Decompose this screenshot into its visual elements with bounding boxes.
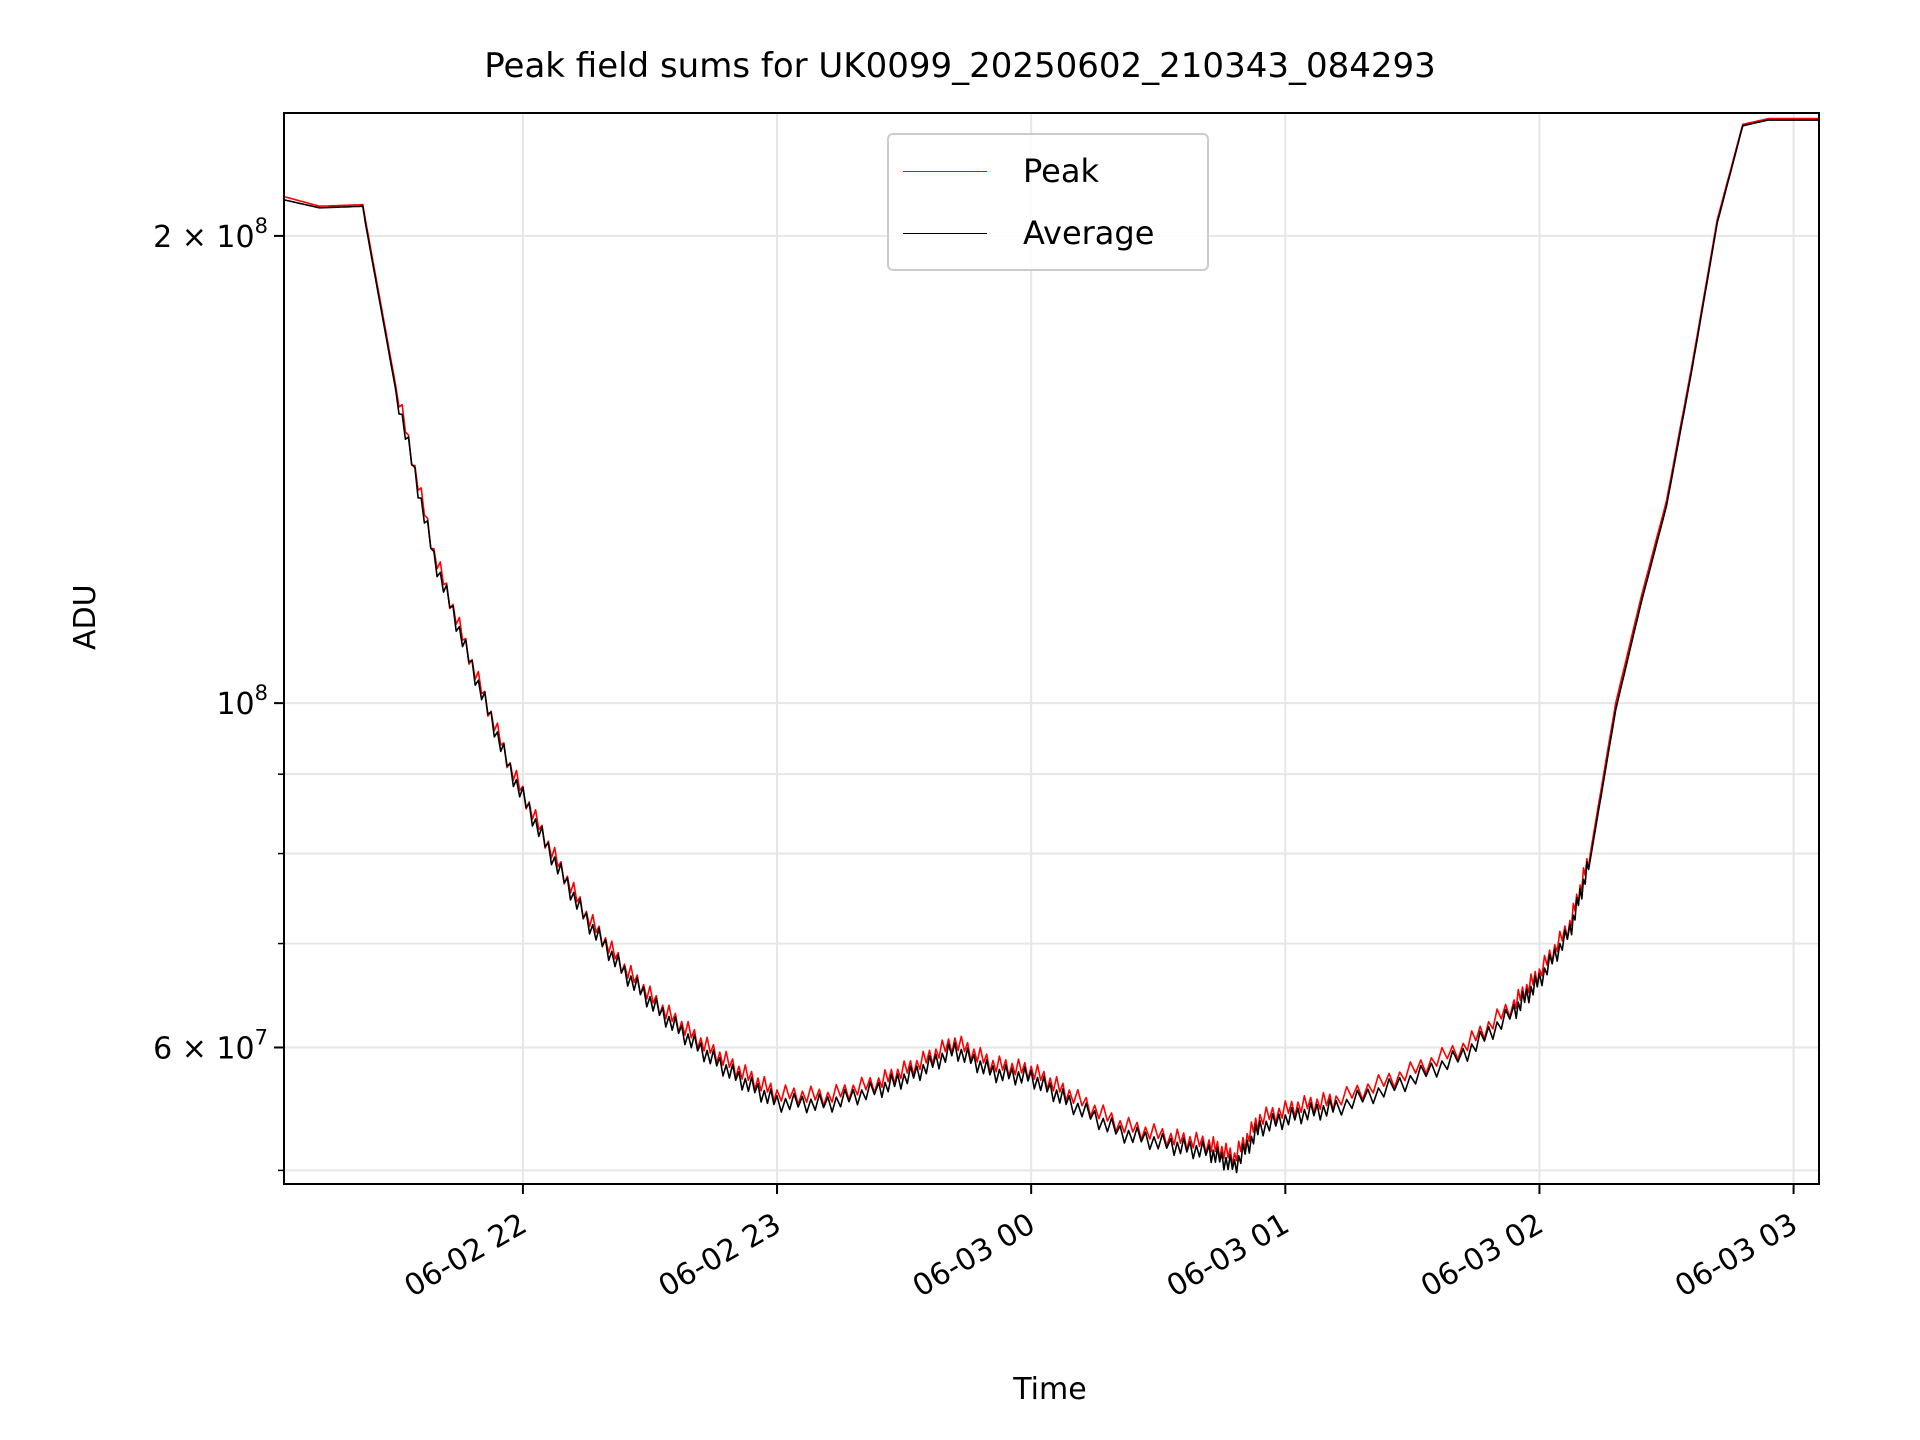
x-axis: 06-02 22 06-02 23 06-03 00 06-03 01 06-03 02… [399, 1184, 1804, 1304]
x-tick-label: 06-03 02 [1415, 1207, 1549, 1305]
series-line-average [283, 119, 1819, 1174]
legend-swatch-peak [903, 170, 987, 172]
plot-frame [283, 112, 1820, 1185]
y-axis-label: ADU [68, 584, 103, 650]
y-tick-label: 108 [216, 681, 268, 722]
y-tick-label: 6 × 107 [153, 1025, 268, 1066]
y-tick-label: 2 × 108 [153, 214, 268, 255]
chart-title: Peak field sums for UK0099_20250602_2103… [484, 46, 1436, 86]
x-tick-label: 06-03 01 [1161, 1207, 1295, 1305]
x-axis-label: Time [1013, 1372, 1087, 1407]
y-axis: 2 × 108 108 6 × 107 [153, 214, 284, 1172]
legend-swatch-average [903, 232, 987, 234]
series-line-peak [283, 117, 1819, 1167]
legend-item-peak: Peak [903, 152, 1099, 190]
legend-item-average: Average [903, 214, 1155, 252]
series-lines [283, 117, 1819, 1174]
x-tick-label: 06-03 03 [1669, 1207, 1803, 1305]
x-tick-label: 06-03 00 [907, 1207, 1041, 1305]
x-tick-label: 06-02 23 [653, 1207, 787, 1305]
legend-label-average: Average [1023, 214, 1155, 252]
legend: Peak Average [887, 133, 1209, 271]
legend-label-peak: Peak [1023, 152, 1099, 190]
grid [284, 113, 1819, 1184]
x-tick-label: 06-02 22 [399, 1207, 533, 1305]
